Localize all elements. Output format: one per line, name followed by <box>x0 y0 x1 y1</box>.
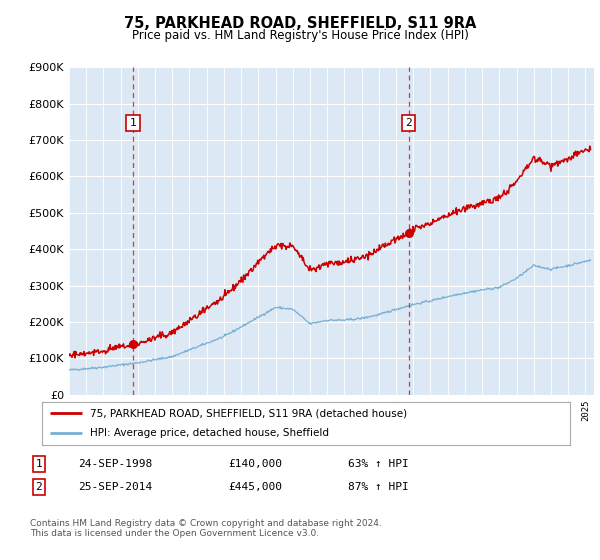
Text: 1: 1 <box>130 118 137 128</box>
Text: 1: 1 <box>35 459 43 469</box>
Text: £445,000: £445,000 <box>228 482 282 492</box>
Text: Contains HM Land Registry data © Crown copyright and database right 2024.
This d: Contains HM Land Registry data © Crown c… <box>30 519 382 538</box>
Text: 2: 2 <box>405 118 412 128</box>
Text: 24-SEP-1998: 24-SEP-1998 <box>78 459 152 469</box>
Text: HPI: Average price, detached house, Sheffield: HPI: Average price, detached house, Shef… <box>89 428 329 438</box>
Text: 87% ↑ HPI: 87% ↑ HPI <box>348 482 409 492</box>
Text: 75, PARKHEAD ROAD, SHEFFIELD, S11 9RA (detached house): 75, PARKHEAD ROAD, SHEFFIELD, S11 9RA (d… <box>89 408 407 418</box>
Text: £140,000: £140,000 <box>228 459 282 469</box>
Text: 2: 2 <box>35 482 43 492</box>
Text: 25-SEP-2014: 25-SEP-2014 <box>78 482 152 492</box>
Text: 63% ↑ HPI: 63% ↑ HPI <box>348 459 409 469</box>
Text: Price paid vs. HM Land Registry's House Price Index (HPI): Price paid vs. HM Land Registry's House … <box>131 29 469 42</box>
Text: 75, PARKHEAD ROAD, SHEFFIELD, S11 9RA: 75, PARKHEAD ROAD, SHEFFIELD, S11 9RA <box>124 16 476 31</box>
